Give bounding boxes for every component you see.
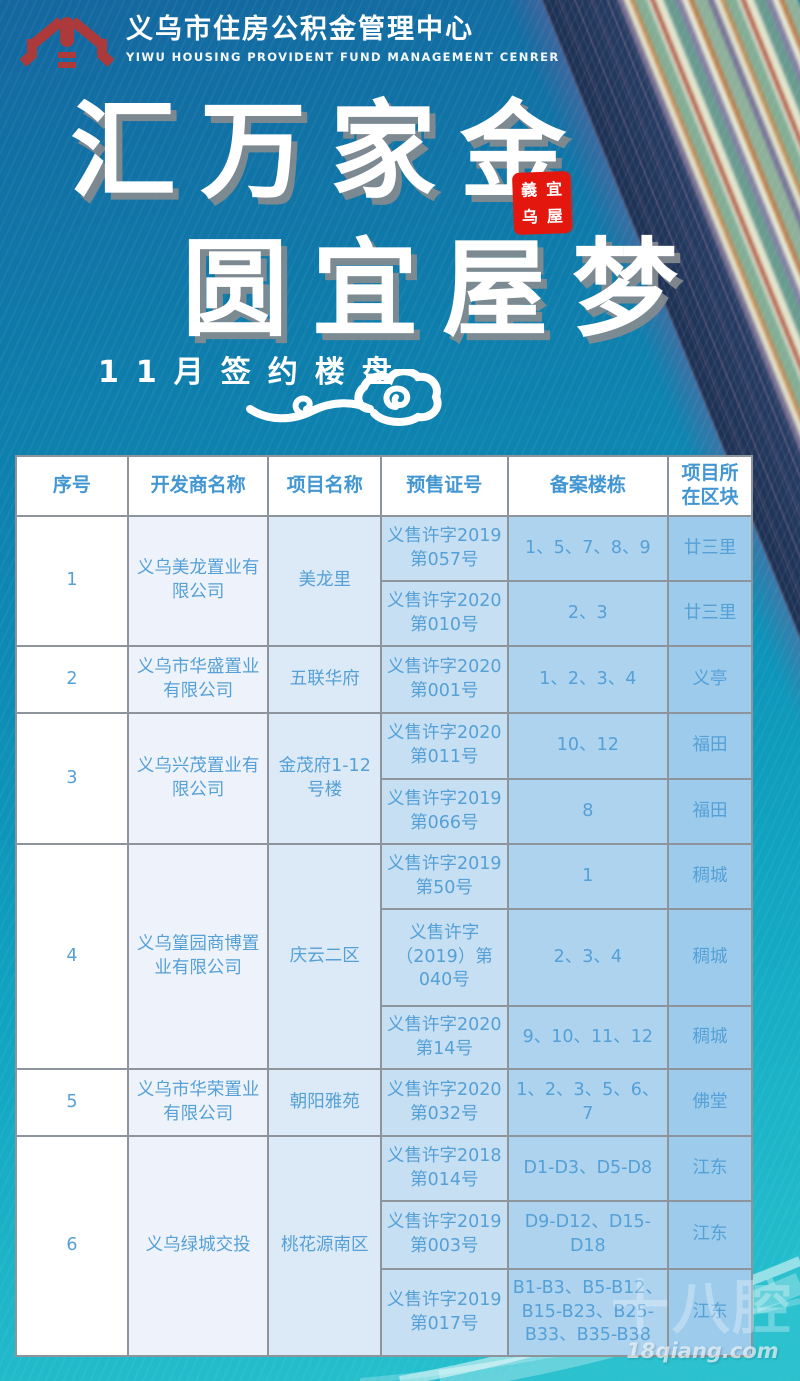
cell-buildings: B1-B3、B5-B12、B15-B23、B25-B33、B35-B38 xyxy=(506,1268,670,1357)
cell-buildings: 9、10、11、12 xyxy=(506,1005,670,1070)
org-name-english: YIWU HOUSING PROVIDENT FUND MANAGEMENT C… xyxy=(126,50,560,65)
page-header: 义乌市住房公积金管理中心 YIWU HOUSING PROVIDENT FUND… xyxy=(0,0,800,82)
table-row: 义售许字2020第010号 2、3 廿三里 xyxy=(16,580,753,647)
table-header-row: 序号 开发商名称 项目名称 预售证号 备案楼栋 项目所在区块 xyxy=(15,455,753,517)
cell-cert: 义售许字2019第057号 xyxy=(380,515,509,582)
cell-cert: 义售许字2019第50号 xyxy=(380,843,509,910)
cell-serial: 3 xyxy=(15,712,129,845)
table-row: 义售许字2019第003号 D9-D12、D15-D18 江东 xyxy=(16,1200,753,1270)
cell-buildings: 8 xyxy=(506,778,670,845)
table-row: 义售许字（2019）第040号 2、3、4 稠城 xyxy=(16,908,753,1007)
cell-district: 廿三里 xyxy=(667,515,753,582)
column-header-project: 项目名称 xyxy=(267,455,383,517)
cell-project: 金茂府1-12号楼 xyxy=(267,712,383,845)
cell-cert: 义售许字2019第003号 xyxy=(380,1200,509,1270)
cell-cert: 义售许字2020第032号 xyxy=(380,1068,509,1137)
cell-cert: 义售许字2020第14号 xyxy=(380,1005,509,1070)
table-row: 义售许字2019第066号 8 福田 xyxy=(16,778,753,845)
cell-buildings: 2、3、4 xyxy=(506,908,670,1007)
cell-project: 五联华府 xyxy=(267,645,383,714)
table-row: 义售许字2020第14号 9、10、11、12 稠城 xyxy=(16,1005,753,1070)
cell-district: 福田 xyxy=(667,778,753,845)
cell-cert: 义售许字2018第014号 xyxy=(380,1135,509,1202)
cell-serial: 1 xyxy=(15,515,129,647)
cell-buildings: D1-D3、D5-D8 xyxy=(506,1135,670,1202)
cell-developer: 义乌篁园商博置业有限公司 xyxy=(126,843,270,1070)
cell-buildings: 1、5、7、8、9 xyxy=(506,515,670,582)
cell-developer: 义乌绿城交投 xyxy=(126,1135,270,1357)
subtitle-month-label: 11月签约楼盘 xyxy=(98,355,409,390)
cell-buildings: 2、3 xyxy=(506,580,670,647)
hero-title-line2: 圆宜屋梦 xyxy=(182,228,702,351)
cell-developer: 义乌兴茂置业有限公司 xyxy=(126,712,270,845)
cell-developer: 义乌美龙置业有限公司 xyxy=(126,515,270,647)
cell-district: 福田 xyxy=(667,712,753,780)
column-header-developer: 开发商名称 xyxy=(126,455,270,517)
cell-buildings: 1、2、3、5、6、7 xyxy=(506,1068,670,1137)
cell-district: 义亭 xyxy=(667,645,753,714)
cell-cert: 义售许字2019第017号 xyxy=(380,1268,509,1357)
seal-char: 屋 xyxy=(546,205,564,226)
cell-district: 江东 xyxy=(667,1200,753,1270)
table-body: 1 义乌美龙置业有限公司 美龙里 义售许字2019第057号 1、5、7、8、9 廿三里义… xyxy=(15,515,753,1357)
cell-developer: 义乌市华荣置业有限公司 xyxy=(126,1068,270,1137)
cell-district: 佛堂 xyxy=(667,1068,753,1137)
cell-district: 廿三里 xyxy=(667,580,753,647)
cell-developer: 义乌市华盛置业有限公司 xyxy=(126,645,270,714)
column-header-buildings: 备案楼栋 xyxy=(506,455,670,517)
cell-project: 朝阳雅苑 xyxy=(267,1068,383,1137)
cell-buildings: D9-D12、D15-D18 xyxy=(506,1200,670,1270)
auspicious-cloud-icon xyxy=(246,369,442,426)
seal-char: 宜 xyxy=(545,178,563,199)
cell-cert: 义售许字2019第066号 xyxy=(380,778,509,845)
signed-projects-table-wrap: 序号 开发商名称 项目名称 预售证号 备案楼栋 项目所在区块 1 义乌美龙置业有限… xyxy=(15,455,753,1357)
table-row: 4 义乌篁园商博置业有限公司 庆云二区 义售许字2019第50号 1 稠城 xyxy=(15,843,753,1070)
cell-cert: 义售许字2020第001号 xyxy=(380,645,509,714)
org-name-block: 义乌市住房公积金管理中心 YIWU HOUSING PROVIDENT FUND… xyxy=(126,14,560,64)
table-row: 1 义乌美龙置业有限公司 美龙里 义售许字2019第057号 1、5、7、8、9 廿三里 xyxy=(15,515,753,647)
cell-serial: 2 xyxy=(15,645,129,714)
cell-district: 稠城 xyxy=(667,843,753,910)
cell-district: 江东 xyxy=(667,1135,753,1202)
cell-serial: 5 xyxy=(15,1068,129,1137)
cell-serial: 4 xyxy=(15,843,129,1070)
cell-cert: 义售许字2020第011号 xyxy=(380,712,509,780)
cell-buildings: 1 xyxy=(506,843,670,910)
housing-fund-logo-icon xyxy=(19,17,115,68)
table-row: 3 义乌兴茂置业有限公司 金茂府1-12号楼 义售许字2020第011号 10、12 福田 xyxy=(15,712,753,845)
cell-buildings: 10、12 xyxy=(506,712,670,780)
seal-char: 義 xyxy=(520,179,538,200)
cell-buildings: 1、2、3、4 xyxy=(506,645,670,714)
table-row: 5 义乌市华荣置业有限公司 朝阳雅苑 义售许字2020第032号 1、2、3、5、6、7… xyxy=(15,1068,753,1137)
signed-projects-table: 序号 开发商名称 项目名称 预售证号 备案楼栋 项目所在区块 1 义乌美龙置业有限… xyxy=(15,455,753,1357)
cell-district: 稠城 xyxy=(667,1005,753,1070)
hero-title-line1: 汇万家金 xyxy=(70,90,590,213)
cell-project: 桃花源南区 xyxy=(267,1135,383,1357)
seal-char: 乌 xyxy=(521,206,539,227)
column-header-serial: 序号 xyxy=(15,455,129,517)
table-row: 义售许字2019第017号 B1-B3、B5-B12、B15-B23、B25-B3… xyxy=(16,1268,753,1357)
cell-project: 美龙里 xyxy=(267,515,383,647)
cell-district: 江东 xyxy=(667,1268,753,1357)
column-header-district: 项目所在区块 xyxy=(667,455,753,517)
cell-cert: 义售许字2020第010号 xyxy=(380,580,509,647)
cell-project: 庆云二区 xyxy=(267,843,383,1070)
cell-cert: 义售许字（2019）第040号 xyxy=(380,908,509,1007)
cell-district: 稠城 xyxy=(667,908,753,1007)
org-name-chinese: 义乌市住房公积金管理中心 xyxy=(126,14,474,45)
cell-serial: 6 xyxy=(15,1135,129,1357)
table-row: 2 义乌市华盛置业有限公司 五联华府 义售许字2020第001号 1、2、3、4 义亭 xyxy=(15,645,753,714)
column-header-cert: 预售证号 xyxy=(380,455,509,517)
red-seal-stamp: 義 宜 乌 屋 xyxy=(511,171,573,235)
table-row: 6 义乌绿城交投 桃花源南区 义售许字2018第014号 D1-D3、D5-D8 江东 xyxy=(15,1135,753,1357)
